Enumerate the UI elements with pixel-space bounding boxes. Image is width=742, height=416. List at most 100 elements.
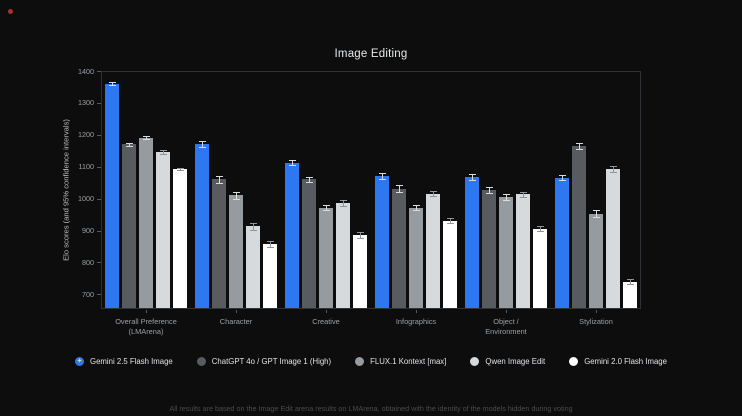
error-bar-cap-top bbox=[468, 174, 476, 176]
error-bar-cap-bottom bbox=[108, 85, 116, 87]
bar-flux-1-kontext-max- bbox=[589, 213, 603, 308]
error-bar-cap-bottom bbox=[339, 205, 347, 207]
legend-circle-icon bbox=[355, 357, 365, 366]
error-bar-cap-bottom bbox=[266, 246, 274, 248]
error-bar-cap-top bbox=[108, 82, 116, 84]
bar-chatgpt-4o-gpt-image-1-high- bbox=[482, 190, 496, 308]
y-tick-label: 900 bbox=[82, 226, 94, 236]
error-bar-line bbox=[309, 176, 310, 183]
bar-flux-1-kontext-max- bbox=[229, 195, 243, 308]
error-bar-cap-bottom bbox=[626, 284, 634, 286]
error-bar-cap-bottom bbox=[305, 182, 313, 184]
bar-flux-1-kontext-max- bbox=[319, 207, 333, 308]
error-bar-line bbox=[129, 142, 130, 146]
error-bar-cap-bottom bbox=[378, 178, 386, 180]
error-bar-line bbox=[613, 166, 614, 173]
bar-gemini-2-5-flash-image bbox=[375, 175, 389, 308]
error-bar-cap-bottom bbox=[429, 196, 437, 198]
error-bar-line bbox=[219, 175, 220, 183]
y-tick-label: 1400 bbox=[78, 66, 94, 76]
error-bar-cap-top bbox=[305, 176, 313, 178]
error-bar-cap-bottom bbox=[592, 216, 600, 218]
x-tick-mark bbox=[326, 310, 327, 313]
category-label: Infographics bbox=[395, 317, 437, 326]
bar-chatgpt-4o-gpt-image-1-high- bbox=[212, 179, 226, 308]
error-bar-line bbox=[523, 191, 524, 197]
y-tick-mark bbox=[97, 294, 101, 296]
error-bar-cap-top bbox=[609, 166, 617, 168]
legend-circle-icon bbox=[569, 357, 579, 366]
bar-chatgpt-4o-gpt-image-1-high- bbox=[302, 179, 316, 308]
error-bar-line bbox=[326, 204, 327, 211]
legend-circle-icon bbox=[470, 357, 480, 366]
error-bar-cap-bottom bbox=[468, 180, 476, 182]
error-bar-line bbox=[163, 150, 164, 154]
error-bar-cap-bottom bbox=[322, 210, 330, 212]
error-bar-cap-bottom bbox=[536, 231, 544, 233]
error-bar-line bbox=[292, 160, 293, 166]
error-bar-cap-top bbox=[395, 185, 403, 187]
error-bar-line bbox=[472, 174, 473, 181]
error-bar-cap-top bbox=[446, 217, 454, 219]
error-bar-cap-bottom bbox=[519, 197, 527, 199]
error-bar-cap-bottom bbox=[125, 145, 133, 147]
category-label: Character bbox=[219, 317, 253, 326]
legend-label: Gemini 2.5 Flash Image bbox=[90, 357, 173, 366]
bar-gemini-2-0-flash-image bbox=[353, 235, 367, 308]
bar-gemini-2-5-flash-image bbox=[105, 83, 119, 308]
error-bar-cap-top bbox=[339, 199, 347, 201]
plot-area bbox=[101, 71, 641, 309]
x-tick-mark bbox=[506, 310, 507, 313]
error-bar-cap-top bbox=[215, 175, 223, 177]
legend-label: Gemini 2.0 Flash Image bbox=[584, 357, 667, 366]
error-bar-cap-top bbox=[378, 173, 386, 175]
record-indicator-dot bbox=[8, 9, 13, 14]
error-bar-line bbox=[450, 217, 451, 224]
error-bar-cap-bottom bbox=[232, 198, 240, 200]
error-bar-cap-bottom bbox=[288, 165, 296, 167]
legend-item: ✦ Gemini 2.5 Flash Image bbox=[75, 357, 173, 366]
error-bar-line bbox=[236, 191, 237, 199]
bar-qwen-image-edit bbox=[246, 226, 260, 308]
error-bar-cap-bottom bbox=[198, 146, 206, 148]
bar-gemini-2-5-flash-image bbox=[555, 177, 569, 308]
error-bar-line bbox=[146, 136, 147, 140]
error-bar-cap-top bbox=[159, 150, 167, 152]
bar-chatgpt-4o-gpt-image-1-high- bbox=[572, 145, 586, 308]
bar-gemini-2-0-flash-image bbox=[623, 281, 637, 308]
chart-legend: ✦ Gemini 2.5 Flash Image ChatGPT 4o / GPT … bbox=[0, 357, 742, 366]
error-bar-line bbox=[630, 279, 631, 285]
chart-caption: All results are based on the Image Edit … bbox=[169, 404, 573, 413]
legend-circle-icon bbox=[196, 357, 206, 366]
error-bar-cap-bottom bbox=[356, 238, 364, 240]
chart-title: Image Editing bbox=[334, 48, 408, 60]
bar-qwen-image-edit bbox=[336, 202, 350, 308]
error-bar-cap-top bbox=[249, 223, 257, 225]
error-bar-cap-top bbox=[356, 232, 364, 234]
error-bar-cap-bottom bbox=[575, 148, 583, 150]
category-label: Object / Environment bbox=[485, 317, 527, 336]
error-bar-cap-top bbox=[519, 191, 527, 193]
error-bar-cap-bottom bbox=[249, 229, 257, 231]
error-bar-line bbox=[253, 223, 254, 230]
error-bar-cap-bottom bbox=[176, 170, 184, 172]
error-bar-cap-top bbox=[125, 142, 133, 144]
bar-gemini-2-5-flash-image bbox=[285, 162, 299, 308]
error-bar-cap-top bbox=[536, 225, 544, 227]
error-bar-cap-top bbox=[412, 204, 420, 206]
bar-flux-1-kontext-max- bbox=[139, 137, 153, 308]
bar-qwen-image-edit bbox=[606, 169, 620, 308]
bar-gemini-2-5-flash-image bbox=[465, 177, 479, 308]
x-tick-mark bbox=[596, 310, 597, 313]
error-bar-cap-top bbox=[592, 210, 600, 212]
error-bar-line bbox=[270, 241, 271, 247]
error-bar-cap-top bbox=[322, 204, 330, 206]
bar-qwen-image-edit bbox=[156, 152, 170, 308]
error-bar-cap-top bbox=[575, 142, 583, 144]
error-bar-line bbox=[489, 187, 490, 194]
error-bar-line bbox=[433, 190, 434, 197]
error-bar-cap-top bbox=[232, 191, 240, 193]
x-tick-mark bbox=[416, 310, 417, 313]
legend-item: Gemini 2.0 Flash Image bbox=[569, 357, 667, 366]
legend-item: FLUX.1 Kontext [max] bbox=[355, 357, 446, 366]
